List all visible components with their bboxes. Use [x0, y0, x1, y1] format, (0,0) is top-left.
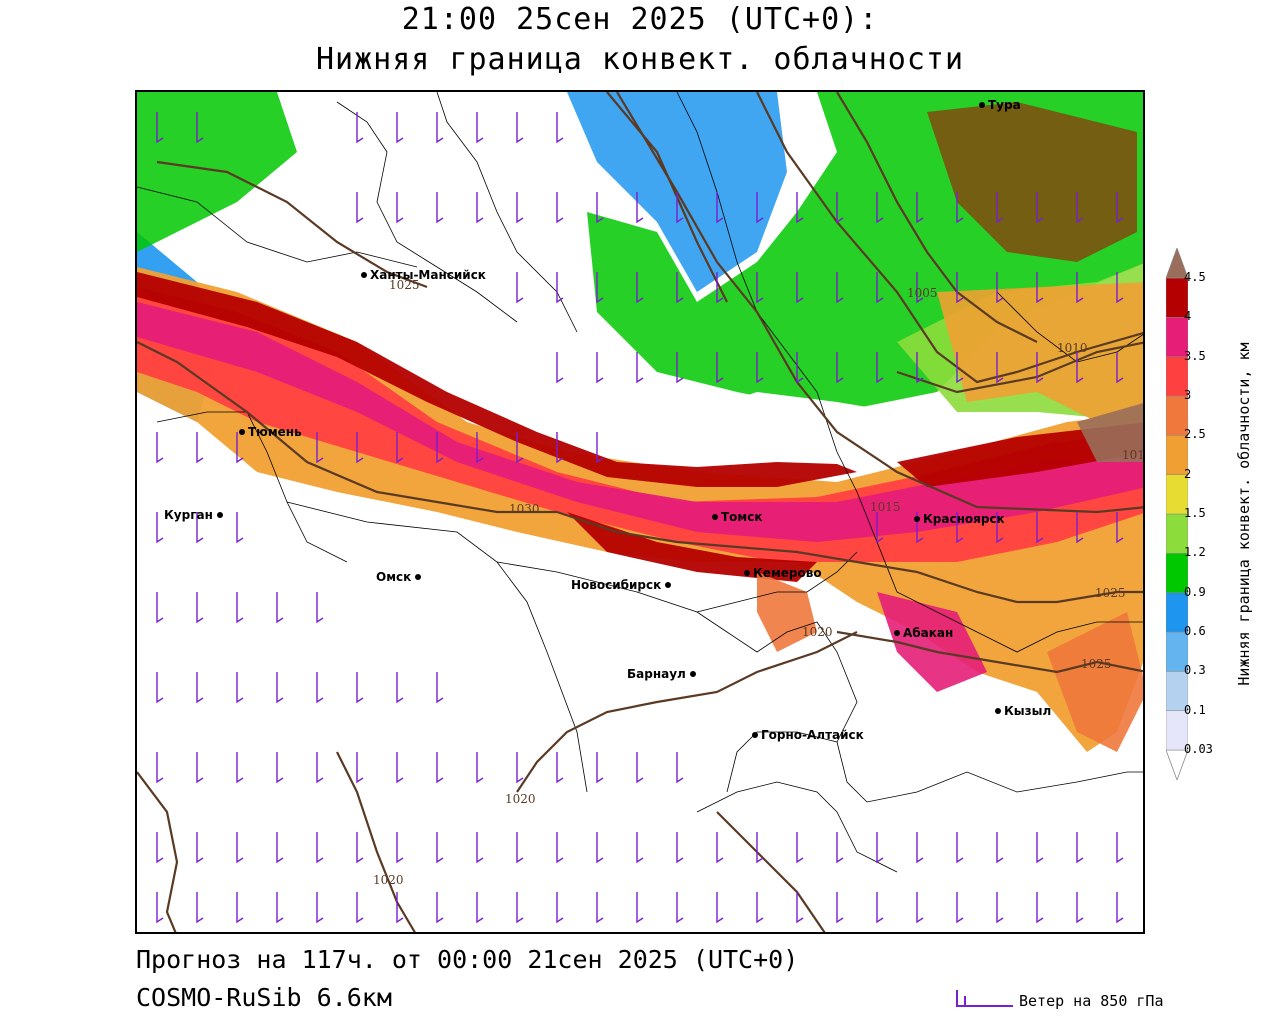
isobar-label: 1015 [1122, 448, 1145, 462]
colorbar-tick-label: 1.2 [1184, 545, 1206, 560]
colorbar-tick-label: 0.6 [1184, 624, 1206, 638]
city-omsk: Омск [373, 570, 422, 584]
colorbar-tick-label: 1.5 [1184, 506, 1206, 520]
city-tomsk: Томск [712, 510, 763, 524]
city-khanty-mansiysk: Ханты-Мансийск [361, 268, 486, 282]
city-dot [752, 732, 758, 738]
city-kemerovo: Кемерово [744, 566, 822, 580]
colorbar [1166, 248, 1188, 780]
title-line-1: 21:00 25сен 2025 (UTC+0): [401, 2, 879, 37]
city-dot [415, 574, 422, 580]
wind-legend-label: Ветер на 850 гПа [1019, 992, 1164, 1010]
city-dot [914, 516, 920, 522]
wind-legend: Ветер на 850 гПа [955, 988, 1164, 1010]
model-name: COSMO-RuSib 6.6км [136, 983, 392, 1012]
green-cloud-field-west [137, 92, 297, 252]
isobar-label: 1005 [907, 286, 938, 300]
city-label: Тюмень [248, 425, 302, 439]
colorbar-tick-label: 4 [1184, 309, 1192, 324]
city-gorno-altaysk: Горно-Алтайск [752, 728, 864, 742]
kemerovo-orange [757, 572, 817, 652]
city-label: Омск [376, 570, 412, 584]
orange-cloud-field-east [937, 282, 1143, 432]
abakan-red [877, 592, 987, 692]
map-canvas [137, 92, 1143, 932]
city-tura: Тура [979, 98, 1021, 112]
city-dot [665, 582, 672, 588]
city-label: Новосибирск [571, 578, 662, 592]
city-dot [712, 514, 718, 520]
south-band-darkred [567, 512, 817, 582]
city-kyzyl: Кызыл [995, 704, 1051, 718]
city-label: Красноярск [923, 512, 1005, 526]
colorbar-tick-label: 4.5 [1184, 270, 1206, 284]
colorbar-tick-label: 3.5 [1184, 348, 1206, 363]
city-kurgan: Курган [161, 508, 223, 522]
city-dot [689, 671, 696, 677]
colorbar-tick-label: 0.3 [1184, 663, 1206, 678]
main-band-magenta [137, 302, 1143, 542]
city-dot [744, 570, 750, 576]
wind-barb-icon [956, 990, 1013, 1007]
city-label: Кызыл [1004, 704, 1052, 718]
city-label: Барнаул [627, 667, 686, 681]
city-label: Тура [988, 98, 1021, 112]
city-novosibirsk: Новосибирск [568, 578, 672, 592]
cloud-fields [137, 92, 1143, 752]
isobar-label: 1020 [802, 625, 833, 639]
city-label: Курган [164, 508, 213, 522]
city-krasnoyarsk: Красноярск [914, 512, 1005, 526]
isobar-label: 1020 [505, 792, 536, 806]
isobar-label: 1025 [389, 278, 420, 292]
city-label: Кемерово [753, 566, 822, 580]
city-dot [995, 708, 1001, 714]
colorbar-tick-label: 3 [1184, 388, 1192, 402]
city-label: Горно-Алтайск [761, 728, 864, 742]
isobar-label: 1020 [373, 873, 404, 887]
colorbar-segment [1166, 248, 1188, 279]
city-label: Абакан [903, 626, 954, 640]
title-line-2: Нижняя граница конвект. облачности [315, 42, 965, 77]
city-label: Томск [721, 510, 763, 524]
colorbar-tick-label: 2 [1184, 466, 1192, 481]
colorbar-ticks: 0.03 0.1 0.3 0.6 0.9 1.2 1.5 2 2.5 3 3.5 4 4.5 [1184, 248, 1224, 780]
city-dot [894, 630, 900, 636]
colorbar-title: Нижняя граница конвект. облачности, км [1235, 342, 1253, 686]
city-dot [239, 429, 245, 435]
city-dot [361, 272, 367, 278]
white-gap [697, 392, 1037, 447]
city-label: Ханты-Мансийск [370, 268, 486, 282]
east-band-darkred [897, 422, 1143, 487]
wind-barbs [156, 112, 1124, 924]
isobar-label: 1030 [509, 502, 540, 516]
isobar-label: 1025 [1081, 657, 1112, 671]
city-tyumen: Тюмень [239, 425, 302, 439]
kyzyl-orange [1047, 612, 1143, 752]
brown-cloud-field-tura [927, 102, 1137, 262]
isobar-label: 1010 [1057, 341, 1088, 355]
city-dot [979, 102, 985, 108]
isobars [137, 92, 1143, 932]
city-barnaul: Барнаул [624, 667, 696, 681]
colorbar-tick-label: 0.1 [1184, 702, 1206, 717]
isobar-label: 1025 [1095, 586, 1126, 600]
city-abakan: Абакан [894, 626, 953, 640]
isobar-label: 1015 [870, 500, 901, 514]
brown-east-patch [1077, 403, 1143, 462]
colorbar-tick-label: 0.9 [1184, 584, 1206, 599]
colorbar-tick-label: 0.03 [1184, 742, 1213, 756]
colorbar-tick-label: 2.5 [1184, 427, 1206, 442]
city-dot [216, 512, 223, 518]
main-band-darkred [137, 272, 857, 487]
forecast-info: Прогноз на 117ч. от 00:00 21сен 2025 (UT… [136, 945, 799, 974]
map-area: 1025 1005 1010 1015 1030 1020 1025 1020 … [135, 90, 1145, 934]
